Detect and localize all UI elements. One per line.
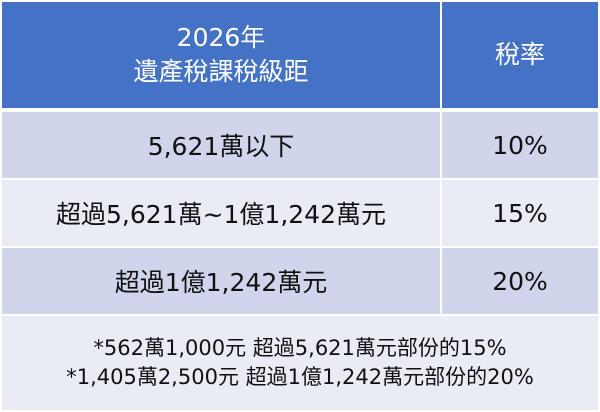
note-line: *1,405萬2,500元 超過1億1,242萬元部份的20% (66, 365, 534, 389)
note-line: *562萬1,000元 超過5,621萬元部份的15% (93, 336, 507, 360)
header-rate: 稅率 (442, 2, 598, 108)
bracket-cell: 超過1億1,242萬元 (2, 248, 440, 314)
table-header: 2026年遺產稅課稅級距 稅率 (2, 2, 598, 108)
table-notes: *562萬1,000元 超過5,621萬元部份的15% *1,405萬2,500… (2, 316, 598, 410)
header-bracket: 2026年遺產稅課稅級距 (2, 2, 440, 108)
table-row: 超過5,621萬~1億1,242萬元 15% (2, 180, 598, 246)
rate-cell: 20% (442, 248, 598, 314)
table-row: 超過1億1,242萬元 20% (2, 248, 598, 314)
bracket-cell: 超過5,621萬~1億1,242萬元 (2, 180, 440, 246)
header-bracket-title: 遺產稅課稅級距 (133, 57, 309, 86)
table-row: 5,621萬以下 10% (2, 112, 598, 178)
header-year: 2026年 (176, 23, 266, 52)
rate-cell: 10% (442, 112, 598, 178)
rate-cell: 15% (442, 180, 598, 246)
bracket-cell: 5,621萬以下 (2, 112, 440, 178)
